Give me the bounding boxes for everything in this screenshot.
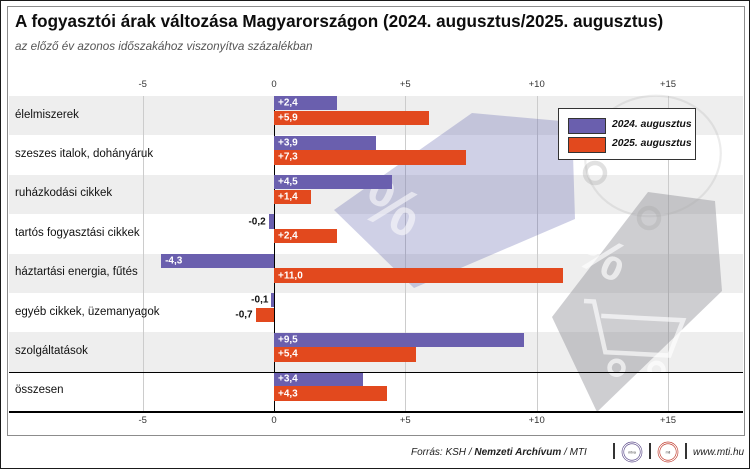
svg-text:mti: mti bbox=[666, 451, 671, 455]
svg-text:mtva: mtva bbox=[628, 451, 636, 455]
